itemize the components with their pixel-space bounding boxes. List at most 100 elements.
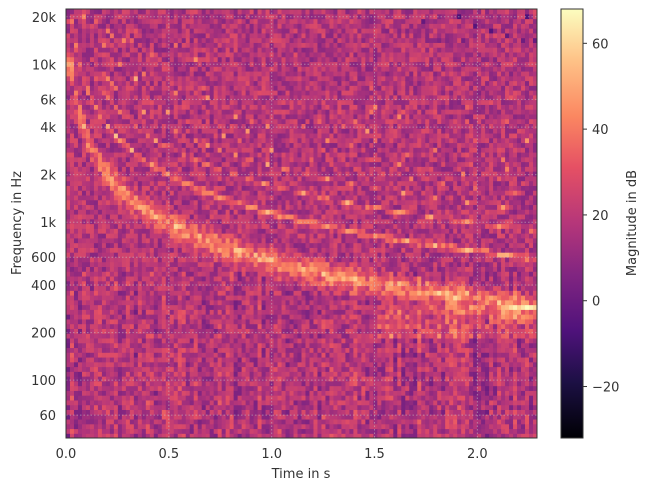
heatmap-cell xyxy=(181,147,187,153)
heatmap-cell xyxy=(66,66,71,72)
heatmap-cell xyxy=(133,51,139,58)
heatmap-cell xyxy=(133,433,139,438)
heatmap-cell xyxy=(229,132,235,139)
heatmap-cell xyxy=(269,323,275,329)
heatmap-cell xyxy=(217,395,223,401)
heatmap-cell xyxy=(241,328,247,334)
heatmap-cell xyxy=(185,323,191,329)
heatmap-cell xyxy=(157,123,163,129)
heatmap-cell xyxy=(253,118,259,124)
heatmap-cell xyxy=(281,333,287,339)
heatmap-cell xyxy=(241,318,247,325)
heatmap-cell xyxy=(101,109,107,115)
heatmap-cell xyxy=(249,171,255,177)
heatmap-cell xyxy=(165,237,171,244)
heatmap-cell xyxy=(137,247,143,253)
heatmap-cell xyxy=(125,9,131,15)
heatmap-cell xyxy=(281,70,287,77)
heatmap-cell xyxy=(249,166,255,172)
heatmap-cell xyxy=(109,123,115,129)
heatmap-cell xyxy=(101,423,107,430)
heatmap-cell xyxy=(245,51,251,58)
heatmap-cell xyxy=(233,285,239,291)
heatmap-cell xyxy=(101,123,107,129)
heatmap-cell xyxy=(253,132,259,139)
heatmap-cell xyxy=(209,94,215,101)
heatmap-cell xyxy=(173,271,179,277)
heatmap-cell xyxy=(85,32,91,39)
heatmap-cell xyxy=(69,175,75,182)
heatmap-cell xyxy=(73,423,79,430)
heatmap-cell xyxy=(137,299,143,306)
heatmap-cell xyxy=(109,118,115,124)
heatmap-cell xyxy=(277,409,283,415)
heatmap-cell xyxy=(165,333,171,339)
heatmap-cell xyxy=(93,328,99,334)
heatmap-cell xyxy=(277,314,283,320)
heatmap-cell xyxy=(201,180,207,186)
heatmap-cell xyxy=(169,190,175,196)
heatmap-cell xyxy=(245,18,251,24)
heatmap-cell xyxy=(229,85,235,91)
heatmap-cell xyxy=(221,314,227,320)
heatmap-cell xyxy=(213,361,219,368)
heatmap-cell xyxy=(97,75,103,82)
heatmap-cell xyxy=(237,147,243,153)
heatmap-cell xyxy=(233,342,239,349)
heatmap-cell xyxy=(113,342,119,349)
heatmap-cell xyxy=(137,385,143,391)
heatmap-cell xyxy=(233,137,239,144)
heatmap-cell xyxy=(121,428,127,434)
heatmap-cell xyxy=(117,104,123,110)
heatmap-cell xyxy=(77,123,83,129)
heatmap-cell xyxy=(277,128,283,134)
heatmap-cell xyxy=(217,299,223,306)
heatmap-cell xyxy=(285,356,291,363)
heatmap-cell xyxy=(149,318,155,325)
heatmap-cell xyxy=(81,18,87,24)
heatmap-cell xyxy=(193,347,199,353)
heatmap-cell xyxy=(181,13,187,20)
heatmap-cell xyxy=(253,204,259,210)
heatmap-cell xyxy=(209,428,215,434)
heatmap-cell xyxy=(97,213,103,220)
heatmap-cell xyxy=(209,233,215,239)
heatmap-cell xyxy=(189,109,195,115)
heatmap-cell xyxy=(181,56,187,63)
heatmap-cell xyxy=(253,147,259,153)
heatmap-cell xyxy=(113,356,119,363)
heatmap-cell xyxy=(117,51,123,58)
heatmap-cell xyxy=(273,390,279,396)
heatmap-cell xyxy=(177,104,183,110)
heatmap-cell xyxy=(157,237,163,244)
heatmap-cell xyxy=(153,366,159,372)
heatmap-cell xyxy=(73,32,79,39)
heatmap-cell xyxy=(201,242,207,248)
heatmap-cell xyxy=(281,56,287,63)
heatmap-cell xyxy=(165,290,171,296)
heatmap-cell xyxy=(129,109,135,115)
heatmap-cell xyxy=(265,352,271,358)
heatmap-cell xyxy=(237,32,243,39)
heatmap-cell xyxy=(193,252,199,258)
heatmap-cell xyxy=(105,166,111,172)
heatmap-cell xyxy=(93,85,99,91)
heatmap-cell xyxy=(173,109,179,115)
heatmap-cell xyxy=(177,356,183,363)
heatmap-cell xyxy=(157,9,163,15)
heatmap-cell xyxy=(285,399,291,406)
heatmap-cell xyxy=(253,94,259,101)
heatmap-cell xyxy=(249,218,255,225)
heatmap-cell xyxy=(249,204,255,210)
heatmap-cell xyxy=(109,418,115,425)
heatmap-cell xyxy=(121,13,127,20)
heatmap-cell xyxy=(221,99,227,105)
heatmap-cell xyxy=(185,42,191,48)
heatmap-cell xyxy=(113,228,119,234)
heatmap-cell xyxy=(205,356,211,363)
heatmap-cell xyxy=(173,395,179,401)
heatmap-cell xyxy=(97,171,103,177)
heatmap-cell xyxy=(153,13,159,20)
heatmap-cell xyxy=(161,194,167,201)
heatmap-cell xyxy=(141,237,147,244)
